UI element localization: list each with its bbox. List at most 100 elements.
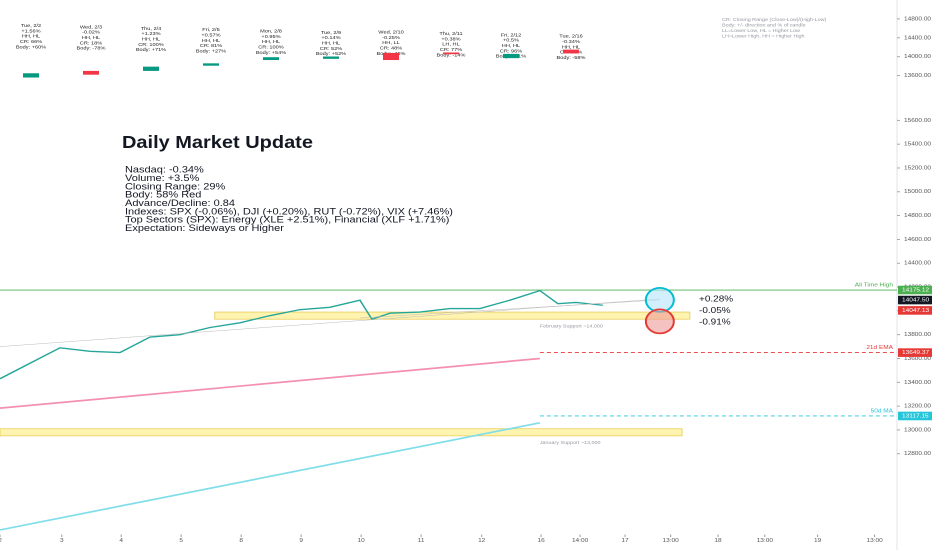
day-summary: -0.34% [562,39,580,45]
support-zone [0,428,683,437]
day-summary: +1.56% [21,29,41,35]
x-tick-label: 16 [537,538,545,544]
day-summary: +0.57% [201,33,221,39]
day-candle [143,66,159,71]
price-label: 14047.13 [902,308,930,314]
x-tick-label: 11 [418,538,425,544]
level-name: All Time High [855,283,893,289]
x-tick-label: 19 [814,538,822,544]
x-tick-label: 14:00 [572,538,589,544]
day-summary: CR: 77% [440,47,463,53]
moving-average [0,357,540,409]
day-summary: CR: 81% [200,43,223,49]
y-tick-label: 13800.00 [904,332,932,338]
day-candle [323,56,339,59]
day-summary: Tue, 2/9 [321,30,341,36]
price-line [0,289,603,380]
note-line: Expectation: Sideways or Higher [125,224,285,234]
x-tick-label: 13:00 [663,538,680,544]
y-tick-label: 15200.00 [904,166,932,172]
x-tick-label: 13:00 [757,538,774,544]
x-tick-label: 2 [0,538,2,544]
price-label-box [898,348,932,357]
note-line: Volume: +3.5% [125,174,199,184]
day-candle [383,52,399,61]
x-tick-label: 13:00 [866,538,883,544]
y-tick-label: 14800.00 [904,17,932,23]
day-candle [563,49,579,54]
y-tick-label: 14400.00 [904,36,932,42]
projection-circle [644,308,675,335]
day-summary: +0.14% [321,36,341,42]
day-summary: Fri, 2/12 [501,33,522,39]
x-tick-label: 18 [714,538,722,544]
y-tick-label: 13600.00 [904,356,932,362]
note-line: Closing Range: 29% [125,182,225,192]
x-tick-label: 12 [478,538,486,544]
day-summary: +0.95% [261,34,281,40]
price-label: 13649.37 [902,350,930,356]
day-candle [503,53,519,59]
support-zone [214,311,691,320]
day-summary: CR: 96% [500,49,523,55]
price-label-box [898,285,932,295]
moving-average [0,421,541,531]
day-summary: Body: +54% [256,50,287,56]
zone-label: January Support ~13,000 [540,440,601,446]
day-summary: Thu, 2/11 [439,31,462,37]
y-tick-label: 14000.00 [904,55,932,61]
x-tick-label: 3 [60,538,64,544]
note-line: Top Sectors (SPX): Energy (XLE +2.51%), … [125,215,449,225]
day-summary: HH, HL [202,38,220,44]
day-summary: Body: -14% [437,53,466,59]
day-candle [203,63,219,66]
day-summary: Body: +60% [16,45,47,51]
legend-note: CR: Closing Range (Close-Low)/(High-Low) [722,17,827,23]
price-label: 13117.15 [902,414,929,420]
y-tick-label: 14600.00 [904,237,932,243]
day-summary: +0.5% [503,38,519,44]
y-tick-label: 12800.00 [904,452,932,458]
price-label: 14047.50 [902,298,930,304]
day-summary: CR: 18% [80,41,103,47]
note-line: Advance/Decline: 0.84 [125,199,235,209]
y-tick-label: 14400.00 [904,261,932,267]
day-summary: HH, HL [142,37,160,43]
x-tick-label: 8 [239,538,243,544]
day-candle [443,52,459,55]
level-name: 21d EMA [866,345,894,351]
y-tick-label: 15400.00 [904,142,932,148]
day-summary: Body: +27% [196,49,227,55]
x-tick-label: 17 [621,538,629,544]
x-tick-label: 5 [179,538,183,544]
day-summary: Body: -58% [557,55,586,61]
day-summary: Fri, 2/5 [202,27,220,33]
day-summary: HH, HL [562,45,580,51]
day-summary: CR: 100% [258,45,284,51]
chart-title: Daily Market Update [122,132,313,151]
projection-label: -0.05% [699,306,731,315]
day-summary: HH, HL [262,40,280,46]
day-summary: CR: 66% [20,39,43,45]
price-label: 14175.12 [902,288,930,294]
trend-line [0,298,660,347]
level-name: 50d MA [871,409,894,415]
y-tick-label: 13200.00 [904,404,932,410]
day-summary: Thu, 2/4 [141,26,162,32]
note-line: Nasdaq: -0.34% [125,165,204,175]
day-summary: +1.23% [141,31,161,37]
day-candle [83,70,99,75]
day-summary: HH, HL [22,34,40,40]
day-summary: -0.25% [382,35,400,41]
day-summary: Body: +52% [316,52,347,58]
note-line: Body: 58% Red [125,190,202,200]
y-tick-label: 15600.00 [904,118,932,124]
day-summary: HH, LL [382,41,400,47]
day-summary: LH, HL [442,42,460,48]
x-tick-label: 10 [358,538,366,544]
note-line: Indexes: SPX (-0.06%), DJI (+0.20%), RUT… [125,207,453,217]
day-summary: Tue, 2/2 [21,23,41,29]
price-label-box [898,411,932,421]
